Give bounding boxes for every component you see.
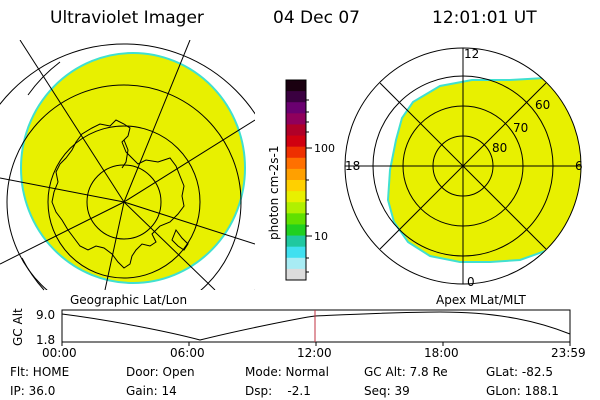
status-ip: IP: 36.0 [10, 384, 56, 398]
timeline-x-0600: 06:00 [170, 346, 205, 360]
geographic-caption: Geographic Lat/Lon [70, 293, 187, 307]
timeline-x-0000: 00:00 [42, 346, 77, 360]
geo-meridians [0, 40, 255, 290]
timeline-x-1800: 18:00 [424, 346, 459, 360]
colorbar: 100 10 photon cm-2s-1 [267, 79, 335, 281]
mlt-spokes [345, 48, 581, 284]
mlt-label-12: 12 [464, 47, 479, 61]
status-dsp: Dsp: -2.1 [245, 384, 311, 398]
colorbar-cell [286, 202, 306, 214]
timeline-ylabel: GC Alt [11, 308, 25, 346]
mlt-label-18: 18 [345, 159, 360, 173]
status-seq: Seq: 39 [364, 384, 410, 398]
timeline-ymax: 9.0 [36, 308, 55, 322]
status-gc-alt: GC Alt: 7.8 Re [364, 365, 448, 379]
colorbar-tick-10: 10 [314, 230, 328, 243]
colorbar-cell [286, 102, 306, 114]
mlt-label-0: 0 [467, 275, 475, 289]
time-label: 12:01:01 UT [432, 8, 537, 28]
timeline-x-2359: 23:59 [551, 346, 586, 360]
colorbar-cell [286, 135, 306, 148]
magnetic-polar-map: 12 18 6 0 60 70 80 [344, 47, 583, 289]
colorbar-tick-100: 100 [314, 142, 335, 155]
colorbar-cell [286, 124, 306, 137]
colorbar-cell [286, 235, 306, 248]
instrument-title: Ultraviolet Imager [50, 8, 204, 28]
apex-caption: Apex MLat/MLT [436, 293, 526, 307]
colorbar-cell [286, 191, 306, 203]
mlat-label-70: 70 [513, 121, 528, 135]
timeline-plot: 9.0 1.8 GC Alt 00:00 06:00 12:00 18:00 2… [11, 308, 586, 360]
colorbar-cell [286, 168, 306, 181]
status-glon: GLon: 188.1 [486, 384, 559, 398]
colorbar-cell [286, 113, 306, 125]
timeline-ticks [61, 342, 571, 346]
colorbar-cell [286, 157, 306, 170]
aurora-emission-region-mag [386, 76, 581, 263]
mlt-label-6: 6 [575, 159, 583, 173]
status-glat: GLat: -82.5 [486, 365, 553, 379]
colorbar-cell [286, 146, 306, 159]
timeline-x-1200: 12:00 [297, 346, 332, 360]
colorbar-cell [286, 224, 306, 237]
status-flt: Flt: HOME [10, 365, 70, 379]
orbit-altitude-curve [61, 311, 571, 341]
colorbar-cell [286, 246, 306, 259]
colorbar-ticks [306, 99, 312, 273]
status-door: Door: Open [126, 365, 195, 379]
timeline-ymin: 1.8 [36, 333, 55, 347]
colorbar-cell [286, 257, 306, 270]
geographic-map [0, 40, 255, 290]
colorbar-cell [286, 80, 306, 92]
mlat-label-80: 80 [492, 141, 507, 155]
status-gain: Gain: 14 [126, 384, 177, 398]
colorbar-cell [286, 213, 306, 225]
colorbar-unit-label: photon cm-2s-1 [267, 146, 281, 241]
date-label: 04 Dec 07 [273, 8, 360, 28]
colorbar-cell [286, 180, 306, 192]
aurora-emission-disk-geo [20, 52, 246, 284]
colorbar-cell [286, 91, 306, 103]
colorbar-cell [286, 268, 306, 281]
status-mode: Mode: Normal [245, 365, 329, 379]
mlat-label-60: 60 [535, 98, 550, 112]
